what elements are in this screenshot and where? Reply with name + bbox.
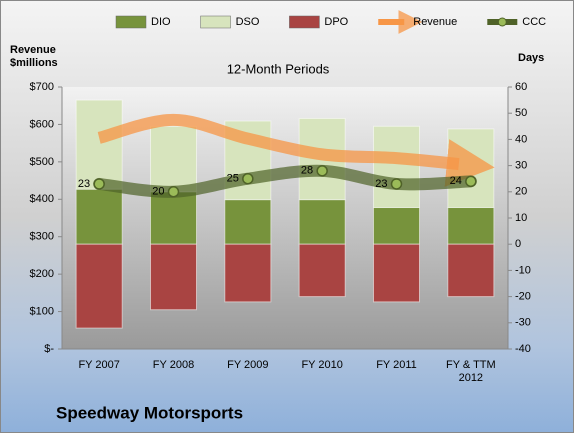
legend-label: DSO	[236, 16, 260, 28]
chart-title: 12-Month Periods	[227, 61, 330, 76]
legend-label: DPO	[324, 16, 348, 28]
y2-axis-title: Days	[518, 52, 544, 64]
ccc-marker	[93, 178, 105, 190]
y2-tick-label: 10	[515, 212, 527, 224]
y-tick-label: $600	[30, 118, 54, 130]
y2-tick-label: 60	[515, 81, 527, 93]
bar	[373, 207, 420, 245]
y2-tick-label: 30	[515, 160, 527, 172]
bar	[150, 125, 197, 193]
bar	[224, 243, 272, 303]
data-label: 25	[227, 173, 239, 185]
y-tick-label: $200	[30, 268, 54, 280]
y2-tick-label: 50	[515, 107, 527, 119]
data-label: 23	[78, 178, 90, 190]
x-tick-label: FY 2010	[301, 359, 343, 371]
y2-tick-label: -10	[515, 264, 531, 276]
legend-label: CCC	[522, 16, 546, 28]
bar	[75, 99, 123, 190]
y-tick-label: $400	[30, 193, 54, 205]
ccc-marker	[465, 175, 477, 188]
y2-tick-label: 20	[515, 186, 527, 198]
y-tick-label: $300	[30, 231, 54, 243]
bar	[298, 199, 346, 245]
bar	[224, 199, 272, 245]
legend-swatch	[200, 15, 231, 29]
ccc-marker	[242, 172, 254, 185]
data-label: 28	[301, 165, 313, 177]
y2-tick-label: 40	[515, 133, 527, 145]
data-label: 24	[450, 175, 462, 187]
bar	[373, 125, 420, 209]
x-tick-label: FY 2011	[376, 359, 417, 371]
y-tick-label: $100	[30, 305, 54, 317]
x-tick-label: FY 2009	[227, 359, 269, 371]
ccc-marker	[316, 165, 328, 177]
data-label: 23	[375, 178, 387, 190]
bar	[447, 207, 495, 245]
ccc-marker	[167, 186, 180, 198]
revenue-line	[97, 113, 495, 187]
x-tick-label: FY 2008	[152, 359, 195, 371]
bar	[150, 243, 197, 311]
ccc-line	[93, 164, 477, 198]
bar	[298, 243, 346, 298]
bar	[75, 243, 123, 329]
bar	[150, 191, 197, 245]
bar	[373, 243, 420, 303]
y2-tick-label: -20	[515, 291, 531, 303]
footer: Speedway Motorsports	[56, 403, 243, 422]
y-tick-label: $-	[44, 343, 54, 355]
data-label: 20	[152, 186, 164, 198]
y2-tick-label: -40	[515, 343, 531, 355]
legend-label: Revenue	[413, 16, 457, 28]
y-tick-label: $700	[30, 81, 54, 93]
ccc-marker	[390, 178, 403, 190]
bar	[75, 188, 123, 245]
y-tick-label: $500	[30, 156, 54, 168]
bar	[447, 243, 495, 298]
x-tick-label: FY & TTM 2012	[445, 359, 496, 384]
x-tick-label: FY 2007	[78, 359, 120, 371]
legend-label: DIO	[151, 16, 171, 28]
legend-swatch	[497, 17, 507, 27]
legend-swatch	[115, 15, 147, 29]
legend-swatch	[289, 15, 320, 29]
y2-tick-label: -30	[515, 317, 531, 329]
y2-tick-label: 0	[515, 238, 521, 250]
y-axis-title: Revenue $millions	[10, 44, 58, 69]
